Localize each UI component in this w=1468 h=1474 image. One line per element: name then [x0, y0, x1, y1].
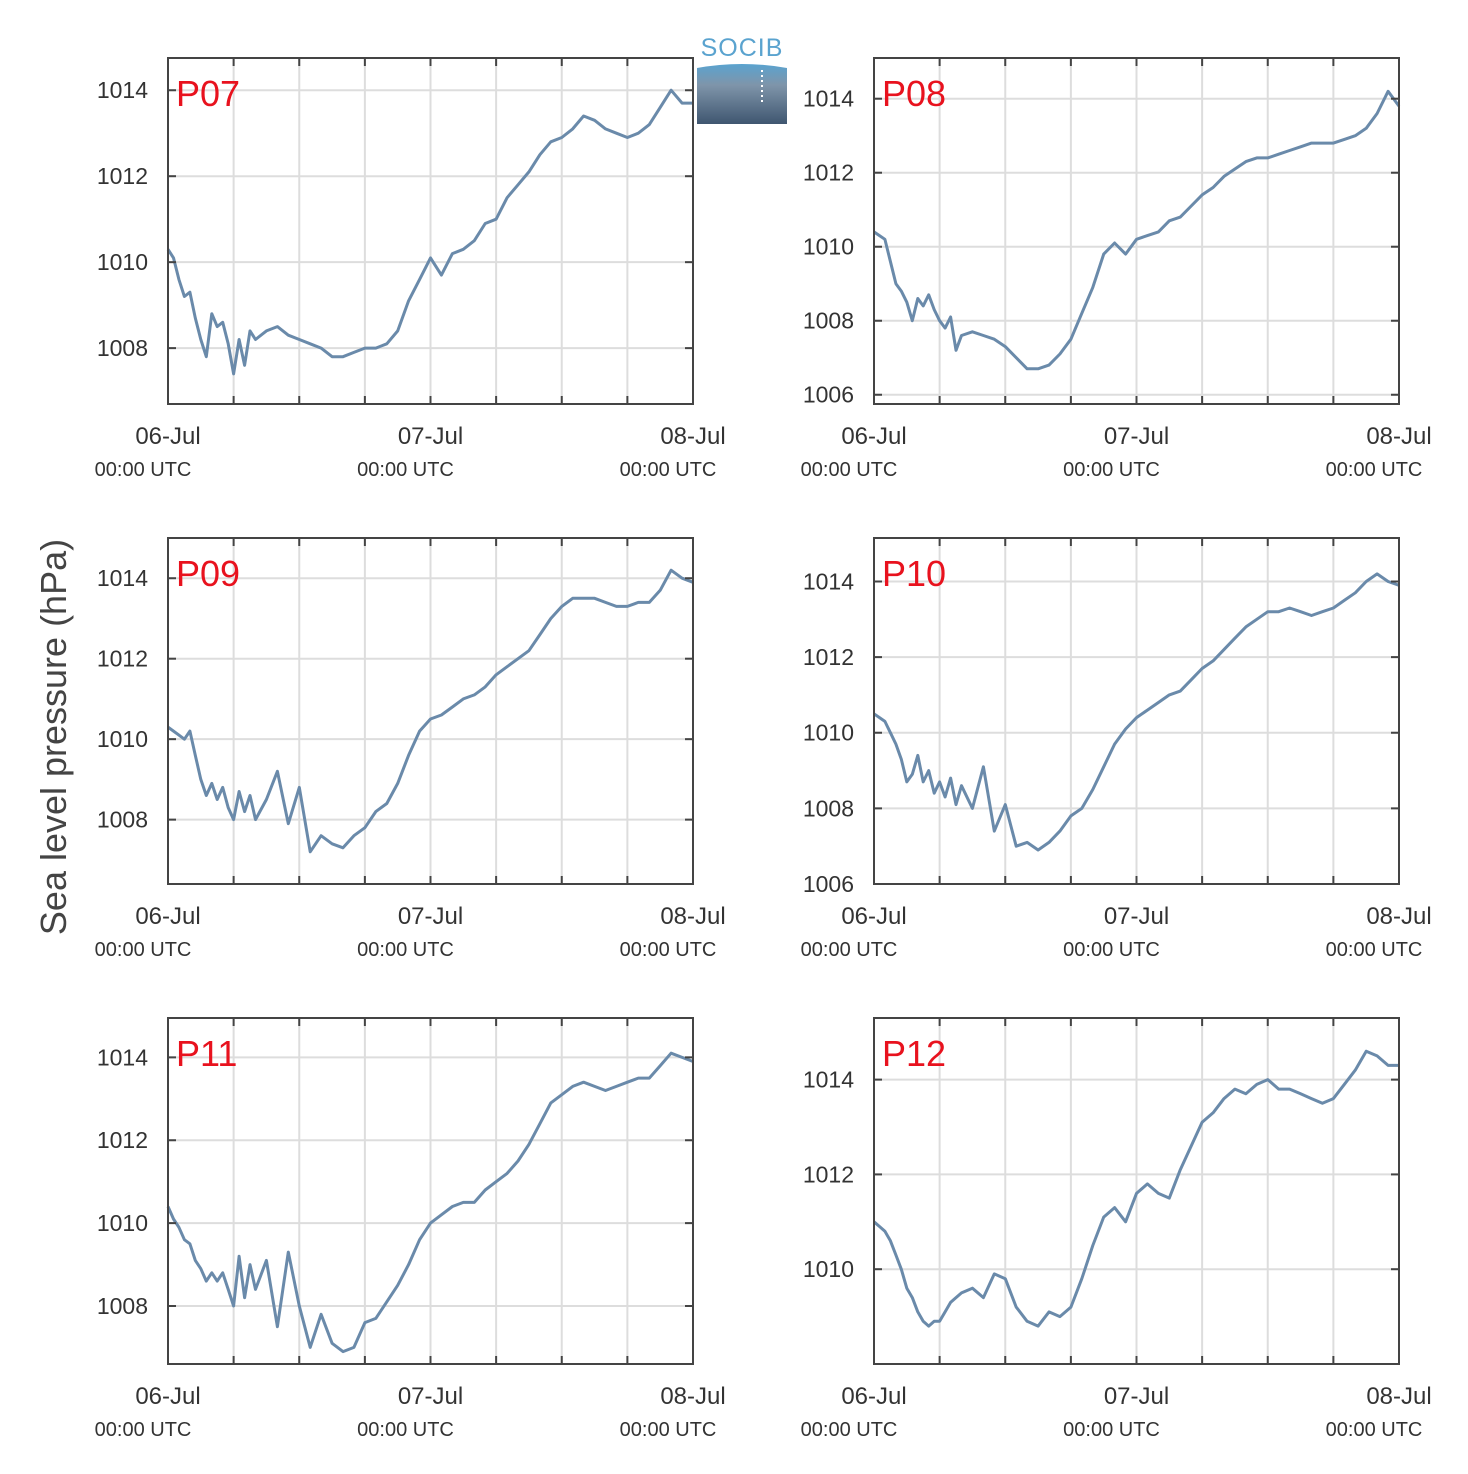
x-tick-label-date: 07-Jul [1104, 1383, 1169, 1410]
x-tick-label-time: 00:00 UTC [1063, 459, 1160, 481]
y-tick-label: 1012 [97, 646, 148, 672]
x-tick-label-date: 06-Jul [135, 423, 200, 450]
x-tick-label-time: 00:00 UTC [357, 939, 454, 961]
y-tick-label: 1014 [803, 86, 854, 112]
y-tick-label: 1012 [97, 163, 148, 189]
x-tick-label-time: 00:00 UTC [801, 939, 898, 961]
series-line-p07 [166, 88, 693, 376]
x-tick-label-date: 08-Jul [1366, 423, 1431, 450]
y-tick-label: 1008 [97, 807, 148, 833]
x-tick-label-time: 00:00 UTC [95, 939, 192, 961]
panel-p11: 1008 1010 1012 1014 06-Jul 00:00 UTC 07-Jul 00:… [95, 1017, 726, 1441]
x-tick-label-time: 00:00 UTC [620, 1419, 717, 1441]
y-tick-label: 1012 [97, 1127, 148, 1153]
x-tick-label-time: 00:00 UTC [1326, 459, 1423, 481]
y-tick-label: 1012 [803, 1161, 854, 1187]
socib-logo: SOCIB [697, 34, 787, 124]
panel-label: P11 [176, 1033, 237, 1074]
y-tick-label: 1014 [803, 1067, 854, 1093]
y-tick-label: 1014 [97, 565, 148, 591]
panel-p09: 1008 1010 1012 1014 06-Jul 00:00 UTC 07-Jul 00:… [95, 537, 726, 961]
panel-p12: 1010 1012 1014 06-Jul 00:00 UTC 07-Jul 00:00 U… [801, 1017, 1432, 1441]
x-tick-label-time: 00:00 UTC [1063, 939, 1160, 961]
y-tick-label: 1008 [97, 335, 148, 361]
y-tick-label: 1014 [97, 77, 148, 103]
x-tick-label-date: 06-Jul [135, 1383, 200, 1410]
x-tick-label-time: 00:00 UTC [357, 459, 454, 481]
y-tick-label: 1008 [97, 1293, 148, 1319]
y-tick-label: 1008 [803, 308, 854, 334]
y-tick-label: 1010 [97, 249, 148, 275]
x-tick-label-date: 06-Jul [841, 1383, 906, 1410]
x-tick-label-time: 00:00 UTC [95, 1419, 192, 1441]
x-tick-label-time: 00:00 UTC [620, 939, 717, 961]
socib-logo-graphic [697, 64, 787, 124]
panel-label: P07 [176, 73, 240, 114]
x-tick-label-date: 08-Jul [660, 903, 725, 930]
panel-label: P12 [882, 1033, 946, 1074]
x-tick-label-date: 07-Jul [1104, 423, 1169, 450]
x-tick-label-date: 08-Jul [1366, 903, 1431, 930]
x-tick-label-time: 00:00 UTC [95, 459, 192, 481]
y-tick-label: 1014 [97, 1044, 148, 1070]
socib-logo-text: SOCIB [700, 34, 784, 62]
y-tick-label: 1006 [803, 382, 854, 408]
y-tick-label: 1010 [97, 726, 148, 752]
panel-label: P08 [882, 73, 946, 114]
y-tick-label: 1010 [97, 1210, 148, 1236]
y-tick-label: 1008 [803, 795, 854, 821]
x-tick-label-date: 06-Jul [135, 903, 200, 930]
y-tick-label: 1014 [803, 568, 854, 594]
y-tick-label: 1012 [803, 160, 854, 186]
series-line-p09 [167, 568, 694, 854]
x-tick-label-time: 00:00 UTC [1326, 939, 1423, 961]
x-tick-label-time: 00:00 UTC [620, 459, 717, 481]
series-line-p12 [873, 1049, 1399, 1328]
x-tick-label-date: 07-Jul [1104, 903, 1169, 930]
x-tick-label-time: 00:00 UTC [801, 1419, 898, 1441]
panel-label: P10 [882, 553, 946, 594]
y-tick-label: 1010 [803, 1256, 854, 1282]
x-tick-label-date: 08-Jul [1366, 1383, 1431, 1410]
x-tick-label-date: 08-Jul [660, 1383, 725, 1410]
panel-p10: 1006 1008 1010 1012 1014 06-Jul 00:00 UTC 07-Ju… [801, 537, 1432, 961]
series-line-p10 [873, 572, 1400, 852]
x-tick-label-date: 08-Jul [660, 423, 725, 450]
panel-label: P09 [176, 553, 240, 594]
x-tick-label-date: 06-Jul [841, 423, 906, 450]
y-tick-label: 1006 [803, 871, 854, 897]
x-tick-label-date: 07-Jul [398, 903, 463, 930]
panel-p08: 1006 1008 1010 1012 1014 06-Jul 00:00 UTC 07-Ju… [801, 57, 1432, 481]
y-tick-label: 1010 [803, 720, 854, 746]
x-tick-label-date: 07-Jul [398, 423, 463, 450]
x-tick-label-time: 00:00 UTC [1326, 1419, 1423, 1441]
x-tick-label-time: 00:00 UTC [357, 1419, 454, 1441]
series-line-p08 [873, 89, 1401, 371]
y-tick-label: 1010 [803, 234, 854, 260]
x-tick-label-date: 06-Jul [841, 903, 906, 930]
x-tick-label-date: 07-Jul [398, 1383, 463, 1410]
series-line-p11 [166, 1051, 694, 1354]
y-tick-label: 1012 [803, 644, 854, 670]
x-tick-label-time: 00:00 UTC [801, 459, 898, 481]
panel-p07: 1008 1010 1012 1014 06-Jul 00:00 UTC 07-Jul 00:… [95, 57, 726, 481]
y-axis-label: Sea level pressure (hPa) [33, 539, 74, 935]
x-tick-label-time: 00:00 UTC [1063, 1419, 1160, 1441]
